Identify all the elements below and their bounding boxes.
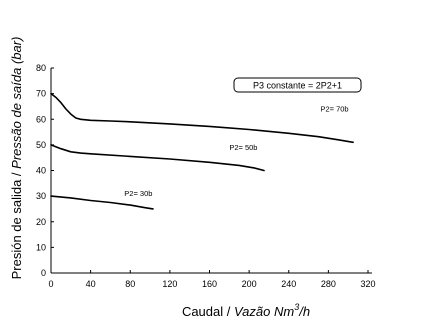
series-line-3 <box>50 195 154 210</box>
series-labels: P2= 70b P2= 50b P2= 30b <box>124 105 348 199</box>
y-tick-label: 80 <box>36 63 46 73</box>
x-tick-label: 200 <box>242 279 257 289</box>
series-label-3: P2= 30b <box>124 189 152 198</box>
y-ticks: 0 10 20 30 40 50 60 70 80 <box>36 63 54 278</box>
y-axis-title: Presión de salida / Pressão de saída (ba… <box>9 37 24 280</box>
x-tick-label: 160 <box>202 279 217 289</box>
y-tick-label: 40 <box>36 166 46 176</box>
x-tick-label: 120 <box>162 279 177 289</box>
x-ticks: 0 40 80 120 160 200 240 280 320 <box>48 270 376 289</box>
x-tick-label: 0 <box>48 279 53 289</box>
y-tick-label: 30 <box>36 191 46 201</box>
series-lines <box>50 92 354 210</box>
y-tick-label: 10 <box>36 242 46 252</box>
x-tick-label: 240 <box>281 279 296 289</box>
annotation-text: P3 constante = 2P2+1 <box>253 81 342 91</box>
annotation-box <box>233 77 362 93</box>
x-tick-label: 280 <box>321 279 336 289</box>
x-tick-label: 40 <box>86 279 96 289</box>
series-line-1 <box>50 92 354 144</box>
x-tick-label: 80 <box>125 279 135 289</box>
series-line-2 <box>50 144 265 172</box>
series-label-2: P2= 50b <box>229 143 257 152</box>
y-tick-label: 60 <box>36 114 46 124</box>
series-label-1: P2= 70b <box>320 105 348 114</box>
y-tick-label: 50 <box>36 140 46 150</box>
x-axis-title: Caudal / Vazão Nm3/h <box>182 302 310 319</box>
x-tick-label: 320 <box>360 279 375 289</box>
y-tick-label: 70 <box>36 89 46 99</box>
y-tick-label: 20 <box>36 217 46 227</box>
y-tick-label: 0 <box>41 268 46 278</box>
